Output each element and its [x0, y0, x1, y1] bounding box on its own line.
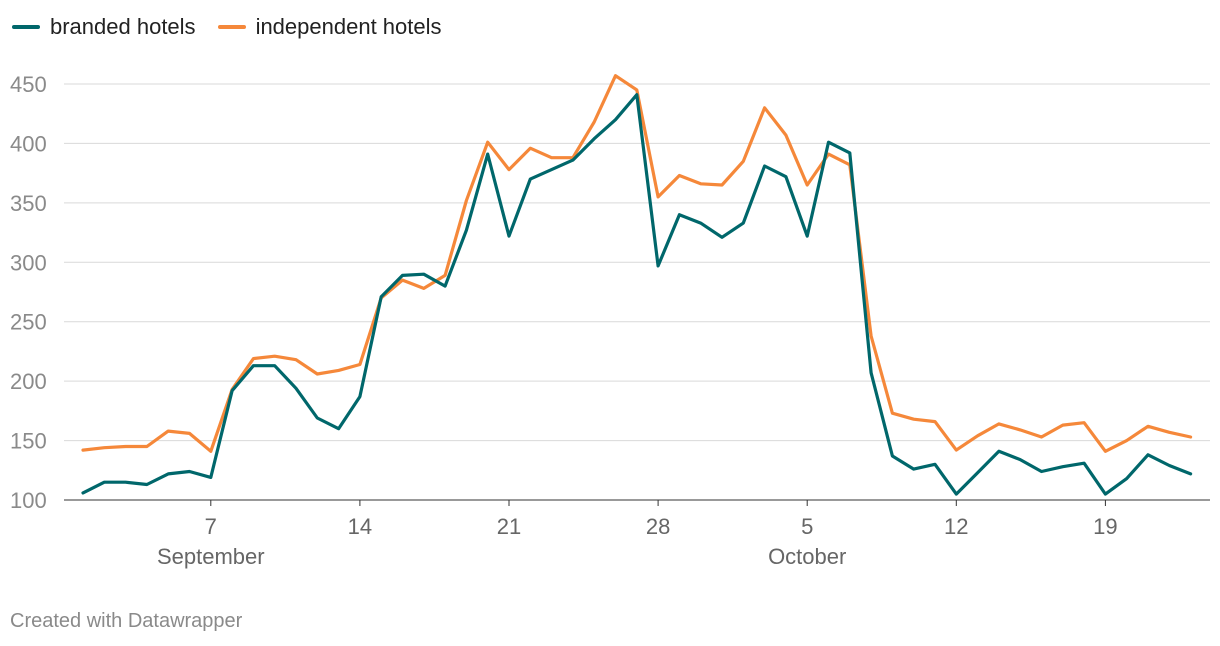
y-tick-label: 250	[10, 310, 47, 335]
legend-item-branded: branded hotels	[12, 14, 196, 40]
y-tick-label: 100	[10, 488, 47, 513]
x-tick-label: 14	[348, 514, 372, 539]
x-tick-label: 7	[205, 514, 217, 539]
y-tick-label: 300	[10, 250, 47, 275]
legend-label-independent: independent hotels	[255, 14, 442, 39]
x-tick-label: 12	[944, 514, 968, 539]
legend-swatch-independent	[217, 25, 246, 29]
x-tick-sublabel: October	[768, 544, 846, 569]
y-tick-label: 450	[10, 72, 47, 97]
legend-swatch-branded	[12, 25, 40, 29]
line-chart: 100 150 200 250 300 350 400 450 7 September 14 21 28…	[10, 72, 1210, 569]
series-line-independent-hotels	[81, 74, 1193, 453]
x-tick-label: 5	[801, 514, 813, 539]
x-tick-label: 28	[646, 514, 670, 539]
y-tick-label: 150	[10, 429, 47, 454]
y-tick-label: 200	[10, 369, 47, 394]
y-tick-label: 400	[10, 131, 47, 156]
x-tick-label: 21	[497, 514, 521, 539]
x-tick-sublabel: September	[157, 544, 265, 569]
series-line-branded-hotels	[81, 93, 1193, 496]
x-tick-label: 19	[1093, 514, 1117, 539]
legend: branded hotels independent hotels	[12, 14, 442, 40]
legend-label-branded: branded hotels	[50, 14, 196, 39]
legend-item-independent: independent hotels	[217, 14, 442, 40]
footer-credit: Created with Datawrapper	[10, 610, 243, 632]
y-tick-label: 350	[10, 191, 47, 216]
